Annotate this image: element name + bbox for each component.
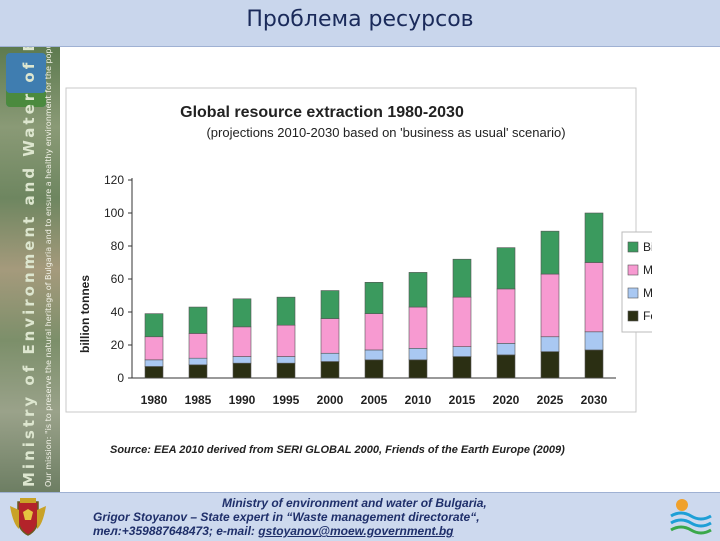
environment-logo-icon: [670, 499, 712, 535]
bar-segment-minerals: [188, 333, 208, 359]
bar-segment-metals: [408, 347, 428, 361]
chart-title: Global resource extraction 1980-2030: [180, 104, 464, 121]
bar-segment-fossil-fuels: [188, 364, 208, 379]
x-tick-label: 2030: [581, 393, 608, 407]
coat-of-arms-icon: [10, 498, 46, 536]
chart-canvas: Global resource extraction 1980-2030 (pr…: [65, 87, 715, 456]
bar-segment-metals: [540, 336, 560, 352]
x-tick-label: 2025: [537, 393, 564, 407]
bar-segment-biomass: [452, 258, 472, 298]
y-axis-label: billion tonnes: [78, 275, 92, 353]
legend-swatch: [627, 287, 639, 299]
sidebar-mission-text: Our mission: "is to preserve the natural…: [44, 47, 53, 487]
y-tick-label: 80: [111, 239, 125, 253]
sidebar-text-area: Ministry of Environment and Water of Bul…: [0, 47, 60, 492]
y-tick-label: 100: [104, 206, 124, 220]
bar-segment-metals: [584, 331, 604, 351]
bar-segment-biomass: [496, 247, 516, 290]
bar-segment-minerals: [276, 324, 296, 357]
footer-contact: тел:+359887648473; e-mail: gstoyanov@moe…: [93, 524, 454, 538]
x-tick-label: 2020: [493, 393, 520, 407]
bar-segment-minerals: [496, 288, 516, 344]
chart-image: Global resource extraction 1980-2030 (pr…: [62, 76, 715, 462]
footer-email-link[interactable]: gstoyanov@moew.government.bg: [258, 524, 454, 538]
footer: Ministry of environment and water of Bul…: [0, 492, 720, 541]
bar-segment-fossil-fuels: [232, 362, 252, 379]
x-tick-label: 2000: [317, 393, 344, 407]
bar-segment-fossil-fuels: [452, 356, 472, 379]
legend-label: Fossil Fuels: [643, 309, 652, 323]
x-tick-label: 1980: [141, 393, 168, 407]
legend-swatch: [627, 310, 639, 322]
bar-segment-biomass: [584, 212, 604, 263]
bar-segment-minerals: [584, 262, 604, 333]
footer-phone: тел:+359887648473; e-mail:: [93, 524, 259, 538]
y-tick-label: 120: [104, 173, 124, 187]
bar-segment-biomass: [232, 298, 252, 328]
legend-label: Minerals: [643, 263, 652, 277]
chart-legend: Biomass Minerals Metals Fossil Fuels: [621, 231, 715, 333]
legend-label: Biomass: [643, 240, 652, 254]
bar-segment-fossil-fuels: [144, 366, 164, 379]
bar-segment-metals: [144, 359, 164, 367]
y-tick-label: 40: [111, 305, 125, 319]
bar-segment-metals: [364, 349, 384, 361]
bar-segment-metals: [496, 343, 516, 356]
x-tick-label: 1990: [229, 393, 256, 407]
x-tick-label: 2015: [449, 393, 476, 407]
bar-segment-minerals: [232, 326, 252, 357]
y-tick-label: 20: [111, 338, 125, 352]
bar-segment-fossil-fuels: [320, 361, 340, 379]
y-tick-label: 0: [117, 371, 124, 385]
bar-segment-minerals: [408, 306, 428, 349]
chart-source-note: Source: EEA 2010 derived from SERI GLOBA…: [110, 444, 565, 456]
bar-segment-biomass: [540, 230, 560, 275]
x-tick-label: 1995: [273, 393, 300, 407]
slide-title: Проблема ресурсов: [246, 7, 474, 32]
ministry-logo-icon: [6, 53, 46, 107]
sidebar-banner: Ministry of Environment and Water of Bul…: [0, 47, 60, 492]
x-tick-label: 1985: [185, 393, 212, 407]
bar-segment-biomass: [276, 296, 296, 326]
footer-ministry: Ministry of environment and water of Bul…: [222, 496, 487, 510]
footer-author: Grigor Stoyanov – State expert in “Waste…: [93, 510, 480, 524]
bar-segment-biomass: [320, 290, 340, 319]
bar-segment-biomass: [408, 272, 428, 308]
bar-segment-fossil-fuels: [364, 359, 384, 379]
legend-swatch: [627, 264, 639, 276]
x-tick-label: 2010: [405, 393, 432, 407]
bar-segment-minerals: [144, 336, 164, 361]
bar-segment-metals: [232, 356, 252, 364]
legend-swatch: [627, 241, 639, 253]
bar-segment-metals: [320, 352, 340, 362]
bar-segment-biomass: [364, 282, 384, 314]
plot-area: 0 20 40 60 80 100 120 1980 1985 1990 1995 2000 2005 2…: [104, 173, 616, 407]
sidebar-ministry-text: Ministry of Environment and Water of Bul…: [20, 47, 38, 487]
bar-segment-minerals: [364, 313, 384, 351]
bar-segment-metals: [276, 356, 296, 364]
y-tick-label: 60: [111, 272, 125, 286]
chart-subtitle: (projections 2010-2030 based on 'busines…: [206, 125, 565, 140]
bar-segment-biomass: [144, 313, 164, 338]
bar-segment-minerals: [540, 273, 560, 338]
bar-segment-fossil-fuels: [276, 362, 296, 379]
bar-segment-fossil-fuels: [584, 349, 604, 379]
bar-segment-minerals: [320, 318, 340, 354]
bar-segment-biomass: [188, 306, 208, 334]
title-bar: Проблема ресурсов: [0, 0, 720, 47]
bar-segment-metals: [188, 357, 208, 366]
bar-segment-minerals: [452, 296, 472, 347]
bar-segment-metals: [452, 346, 472, 357]
bar-segment-fossil-fuels: [496, 354, 516, 379]
legend-label: Metals: [643, 286, 652, 300]
x-tick-label: 2005: [361, 393, 388, 407]
bar-segment-fossil-fuels: [408, 359, 428, 379]
bar-segment-fossil-fuels: [540, 351, 560, 379]
